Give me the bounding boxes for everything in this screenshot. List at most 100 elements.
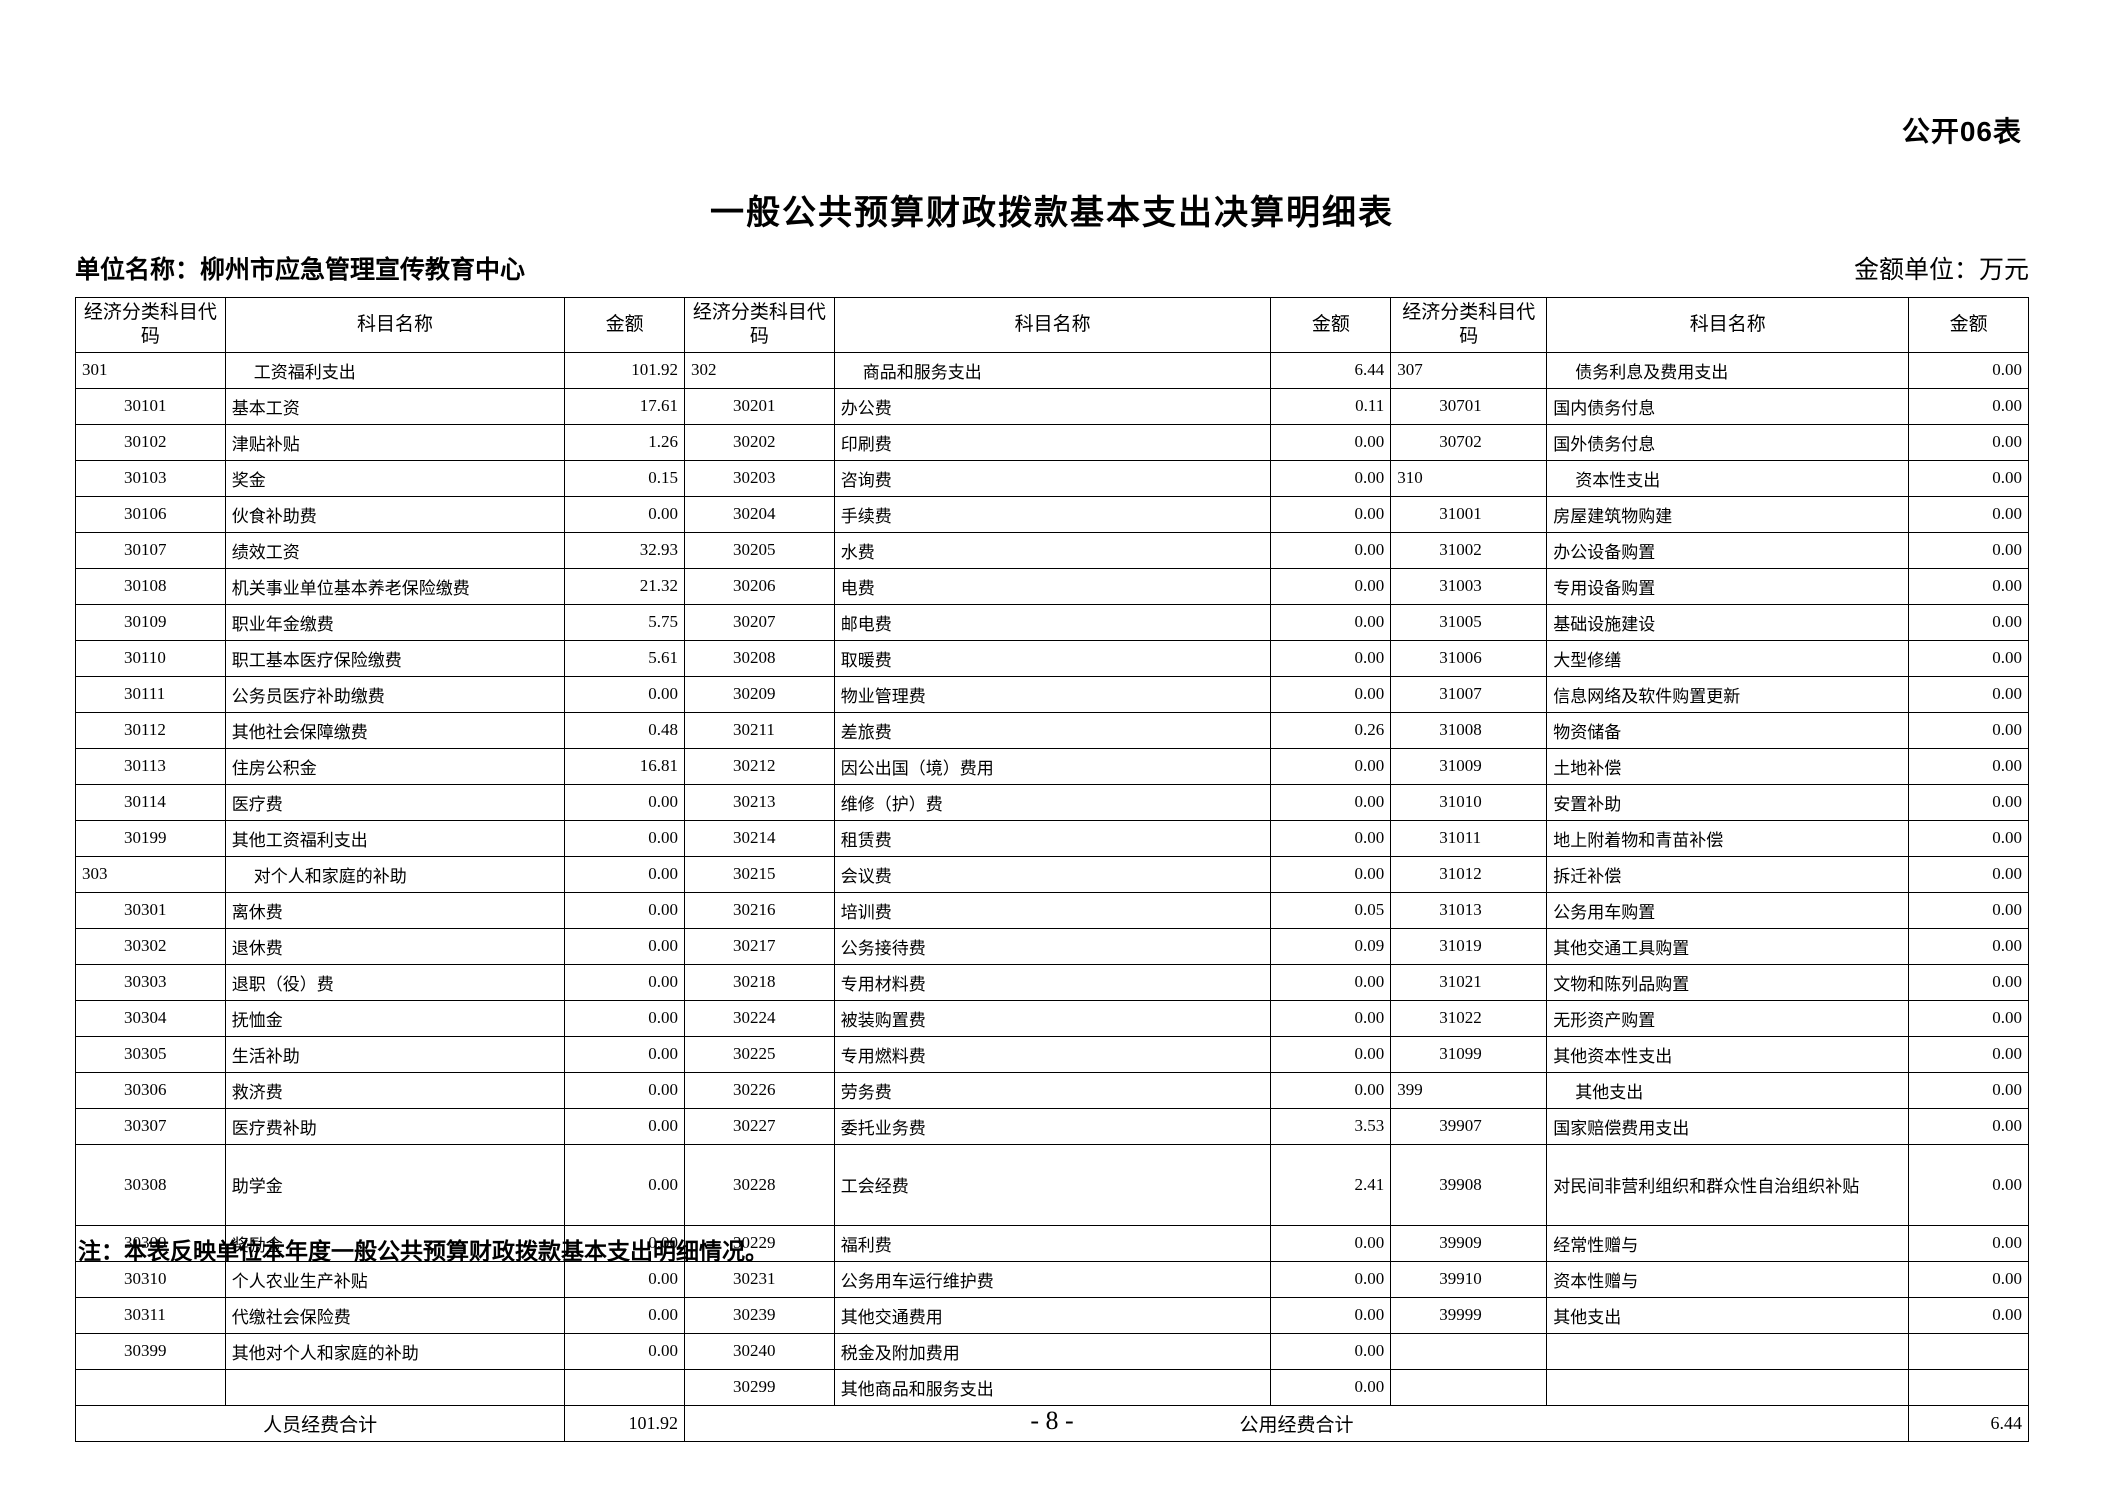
table-row: 30310 个人农业生产补贴 0.00 30231 公务用车运行维护费 0.00 39910… [75,1260,2029,1298]
table-row: 30309 奖励金 0.00 30229 福利费 0.00 39909 经常性赠与 0.00 [75,1224,2029,1262]
subject-code-cell: 30226 [683,1071,835,1109]
subject-code-cell: 30305 [75,1035,226,1073]
subject-code-cell: 30216 [683,891,835,929]
subject-name-cell: 房屋建筑物购建 [1546,495,1910,533]
table-row: 301 工资福利支出 101.92 302 商品和服务支出 6.44 307 债务利息及费用支… [75,351,2029,389]
personnel-total-amount: 101.92 [564,1404,685,1442]
subject-code-cell: 30311 [75,1296,226,1334]
amount-cell: 101.92 [564,351,685,389]
amount-cell: 0.00 [564,1224,685,1262]
amount-cell: 0.00 [564,1332,685,1370]
col2-amount-header: 金额 [1270,297,1392,353]
subject-name-cell: 其他对个人和家庭的补助 [224,1332,566,1370]
amount-cell: 0.00 [564,819,685,857]
table-row: 30111 公务员医疗补助缴费 0.00 30209 物业管理费 0.00 31007 信息网… [75,675,2029,713]
subject-name-cell: 其他工资福利支出 [224,819,566,857]
empty-cell [75,1368,226,1406]
subject-name-cell: 住房公积金 [224,747,566,785]
subject-name-cell: 个人农业生产补贴 [224,1260,566,1298]
amount-cell: 3.53 [1270,1107,1392,1145]
subject-code-cell: 30306 [75,1071,226,1109]
table-note: 注：本表反映单位本年度一般公共预算财政拨款基本支出明细情况。 [78,1238,768,1264]
subject-code-cell: 30212 [683,747,835,785]
amount-cell: 0.00 [1270,531,1392,569]
subject-code-cell: 399 [1390,1071,1548,1109]
table-row: 30311 代缴社会保险费 0.00 30239 其他交通费用 0.00 39999 其他支出… [75,1296,2029,1334]
amount-cell: 0.00 [1270,603,1392,641]
subject-code-cell: 30224 [683,999,835,1037]
amount-cell: 0.00 [564,1107,685,1145]
amount-cell: 0.00 [564,1296,685,1334]
subject-code-cell: 30208 [683,639,835,677]
amount-cell: 16.81 [564,747,685,785]
table-row: 30301 离休费 0.00 30216 培训费 0.05 31013 公务用车购置 0.00 [75,891,2029,929]
subject-code-cell: 39907 [1390,1107,1548,1145]
subject-code-cell: 30103 [75,459,226,497]
subject-name-cell: 救济费 [224,1071,566,1109]
amount-cell: 0.00 [564,963,685,1001]
empty-cell [564,1368,685,1406]
subject-code-cell: 30209 [683,675,835,713]
subject-code-cell: 30239 [683,1296,835,1334]
amount-cell: 0.15 [564,459,685,497]
table-row: 30108 机关事业单位基本养老保险缴费 21.32 30206 电费 0.00 31003… [75,567,2029,605]
subject-name-cell: 商品和服务支出 [833,351,1272,389]
subject-name-cell: 取暖费 [833,639,1272,677]
table-row: 30306 救济费 0.00 30226 劳务费 0.00 399 其他支出 0.00 [75,1071,2029,1109]
subject-code-cell: 30301 [75,891,226,929]
subject-code-cell: 30299 [683,1368,835,1406]
empty-cell [224,1368,566,1406]
subject-name-cell: 其他支出 [1546,1296,1910,1334]
subject-code-cell: 302 [683,351,835,389]
subject-code-cell: 30204 [683,495,835,533]
subject-code-cell: 39909 [1390,1224,1548,1262]
amount-cell: 1.26 [564,423,685,461]
amount-cell: 0.05 [1270,891,1392,929]
amount-cell: 0.00 [564,999,685,1037]
subject-name-cell: 退职（役）费 [224,963,566,1001]
subject-code-cell: 30213 [683,783,835,821]
subject-code-cell: 39910 [1390,1260,1548,1298]
subject-name-cell: 劳务费 [833,1071,1272,1109]
subject-code-cell: 30101 [75,387,226,425]
amount-cell: 0.00 [1270,1332,1392,1370]
amount-cell: 0.00 [1270,675,1392,713]
subject-name-cell: 被装购置费 [833,999,1272,1037]
table-row: 30307 医疗费补助 0.00 30227 委托业务费 3.53 39907 国家赔偿费用支… [75,1107,2029,1145]
table-body: 301 工资福利支出 101.92 302 商品和服务支出 6.44 307 债务利息及费用支… [75,351,2029,1406]
subject-code-cell: 30227 [683,1107,835,1145]
subject-name-cell: 资本性赠与 [1546,1260,1910,1298]
subject-name-cell: 其他资本性支出 [1546,1035,1910,1073]
amount-cell: 0.00 [1908,459,2029,497]
subject-code-cell: 30102 [75,423,226,461]
subject-name-cell: 基础设施建设 [1546,603,1910,641]
amount-cell: 0.00 [1908,567,2029,605]
subject-name-cell: 职工基本医疗保险缴费 [224,639,566,677]
subject-name-cell: 专用燃料费 [833,1035,1272,1073]
empty-cell [1390,1368,1548,1406]
amount-cell: 0.00 [1908,963,2029,1001]
col2-name-header: 科目名称 [833,297,1272,353]
amount-cell: 17.61 [564,387,685,425]
amount-cell: 0.00 [1270,423,1392,461]
budget-detail-table: 经济分类科目代码 科目名称 金额 经济分类科目代码 科目名称 金额 经济分类科目… [74,297,2029,1442]
subject-code-cell: 31007 [1390,675,1548,713]
subject-code-cell: 30111 [75,675,226,713]
amount-cell: 0.00 [1908,1224,2029,1262]
subject-code-cell: 30214 [683,819,835,857]
amount-cell: 0.00 [1270,819,1392,857]
subject-name-cell: 公务用车购置 [1546,891,1910,929]
subject-name-cell: 退休费 [224,927,566,965]
amount-cell: 0.00 [1270,459,1392,497]
subject-code-cell: 30207 [683,603,835,641]
table-row: 30106 伙食补助费 0.00 30204 手续费 0.00 31001 房屋建筑物购建 0.… [75,495,2029,533]
subject-name-cell: 其他商品和服务支出 [833,1368,1272,1406]
amount-cell: 0.00 [1270,1296,1392,1334]
subject-name-cell: 物业管理费 [833,675,1272,713]
amount-cell: 5.75 [564,603,685,641]
subject-name-cell: 国内债务付息 [1546,387,1910,425]
amount-cell: 5.61 [564,639,685,677]
subject-code-cell: 31099 [1390,1035,1548,1073]
amount-cell: 0.00 [1270,855,1392,893]
subject-code-cell: 30112 [75,711,226,749]
